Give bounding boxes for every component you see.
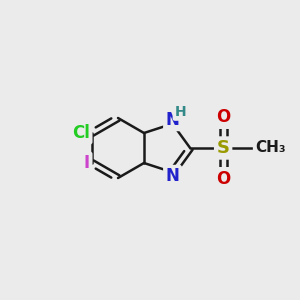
Text: N: N (166, 111, 179, 129)
Text: S: S (217, 139, 230, 157)
Text: I: I (84, 154, 90, 172)
Text: CH₃: CH₃ (255, 140, 286, 155)
Text: N: N (166, 167, 179, 185)
Text: O: O (216, 169, 230, 188)
Text: Cl: Cl (72, 124, 90, 142)
Text: O: O (216, 109, 230, 127)
Text: H: H (175, 105, 186, 119)
